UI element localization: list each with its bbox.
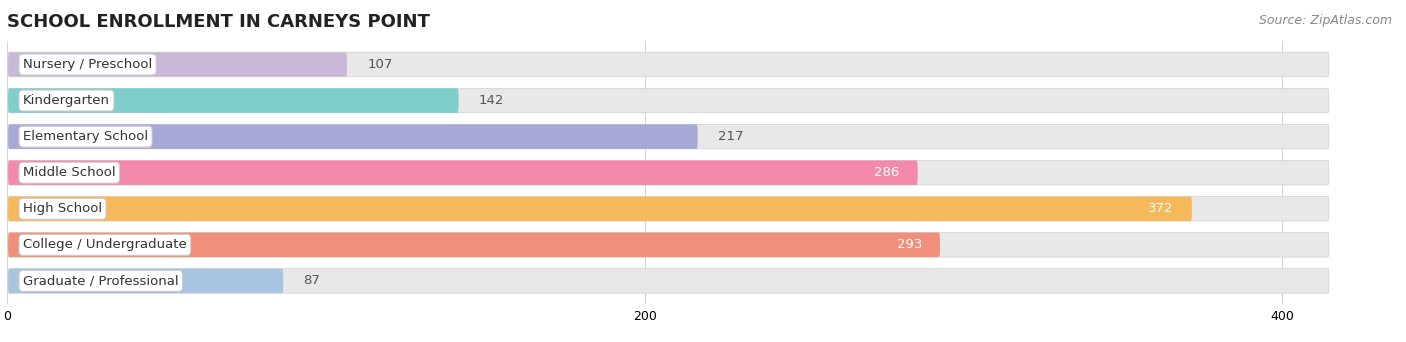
Text: 217: 217 (718, 130, 744, 143)
FancyBboxPatch shape (8, 197, 1192, 221)
Text: Kindergarten: Kindergarten (22, 94, 110, 107)
Text: 87: 87 (304, 274, 321, 287)
FancyBboxPatch shape (8, 233, 1329, 257)
FancyBboxPatch shape (8, 269, 283, 293)
Text: 107: 107 (367, 58, 392, 71)
Text: 372: 372 (1149, 202, 1174, 215)
FancyBboxPatch shape (8, 233, 941, 257)
FancyBboxPatch shape (8, 160, 1329, 185)
FancyBboxPatch shape (8, 124, 1329, 149)
FancyBboxPatch shape (8, 160, 918, 185)
Text: 142: 142 (479, 94, 505, 107)
FancyBboxPatch shape (8, 52, 1329, 77)
Text: College / Undergraduate: College / Undergraduate (22, 238, 187, 251)
Text: Elementary School: Elementary School (22, 130, 148, 143)
FancyBboxPatch shape (8, 124, 697, 149)
FancyBboxPatch shape (8, 269, 1329, 293)
Text: Source: ZipAtlas.com: Source: ZipAtlas.com (1258, 14, 1392, 27)
Text: Nursery / Preschool: Nursery / Preschool (22, 58, 152, 71)
FancyBboxPatch shape (8, 197, 1329, 221)
FancyBboxPatch shape (8, 88, 458, 113)
Text: 286: 286 (875, 166, 900, 179)
Text: High School: High School (22, 202, 103, 215)
Text: Middle School: Middle School (22, 166, 115, 179)
FancyBboxPatch shape (8, 88, 1329, 113)
FancyBboxPatch shape (8, 52, 347, 77)
Text: SCHOOL ENROLLMENT IN CARNEYS POINT: SCHOOL ENROLLMENT IN CARNEYS POINT (7, 13, 430, 31)
Text: Graduate / Professional: Graduate / Professional (22, 274, 179, 287)
Text: 293: 293 (897, 238, 922, 251)
